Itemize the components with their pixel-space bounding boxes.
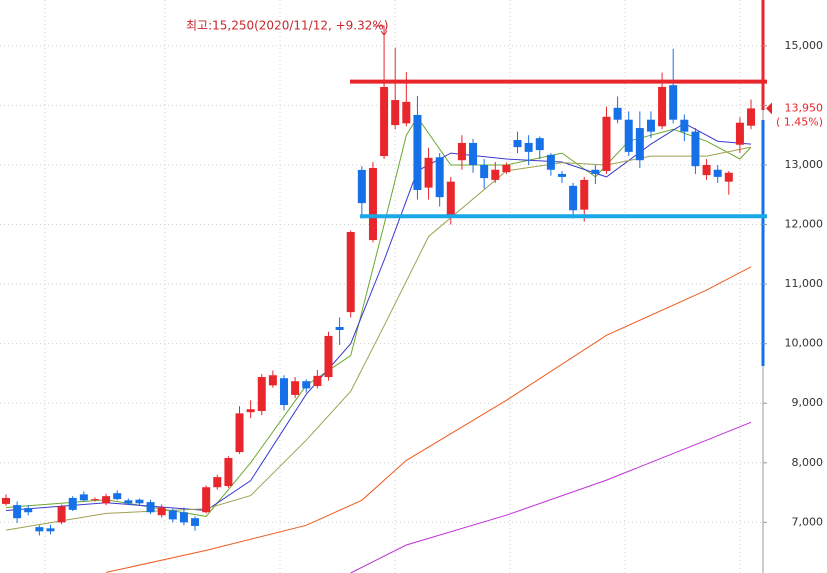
candle-body (446, 181, 455, 216)
candle-body (324, 335, 333, 378)
candle-body (702, 164, 711, 176)
candle-body (2, 497, 10, 504)
candle-body (480, 164, 489, 179)
price-marker (766, 102, 772, 115)
candle-body (35, 527, 44, 532)
candle-body (57, 506, 66, 523)
candle-body (79, 494, 88, 501)
candle-body (391, 100, 400, 126)
y-tick-label: 8,000 (792, 456, 824, 469)
candle-body (558, 173, 566, 177)
y-tick-label: 7,000 (792, 515, 824, 528)
candle-body (435, 157, 444, 198)
candle-body (502, 164, 511, 173)
candle-body (246, 409, 255, 413)
candle-body (368, 167, 377, 241)
candle-body (524, 142, 533, 152)
candle-body (335, 327, 344, 330)
candle-body (191, 518, 200, 526)
candle-body (569, 185, 578, 211)
candle-body (179, 512, 188, 523)
high-annotation: 최고:15,250(2020/11/12, +9.32%) (186, 19, 388, 33)
candle-body (146, 502, 155, 513)
candle-body (413, 114, 422, 191)
candle-body (13, 505, 22, 519)
candle-body (713, 169, 722, 177)
candle-body (635, 128, 644, 161)
candle-body (157, 507, 166, 516)
candle-body (602, 116, 611, 171)
candle-body (224, 458, 233, 487)
candle-body (168, 510, 177, 520)
candle-body (202, 487, 211, 513)
candle-body (669, 85, 678, 120)
y-tick-label: 15,000 (785, 39, 824, 52)
candle-body (646, 119, 655, 132)
y-tick-label: 10,000 (785, 337, 824, 350)
candle-body (346, 231, 355, 313)
candle-body (402, 101, 411, 124)
candle-body (735, 122, 744, 145)
candle-body (280, 378, 288, 406)
candle-body (124, 500, 133, 504)
candle-body (658, 86, 667, 127)
moving-average-line (5, 122, 752, 512)
candle-body (24, 508, 33, 513)
candle-body (613, 107, 622, 120)
candle-body (257, 377, 266, 411)
candle-body (491, 169, 500, 180)
moving-average-line (105, 266, 752, 573)
candle-body (624, 119, 633, 152)
candle-body (102, 496, 111, 504)
candle-body (724, 172, 733, 182)
candle-body (68, 497, 77, 510)
candle-body (268, 375, 277, 386)
candle-body (302, 381, 311, 389)
candle-body (90, 499, 99, 501)
last-price: 13,950 (785, 101, 824, 114)
candle-body (424, 157, 433, 188)
candle-body (591, 169, 600, 174)
candle-body (691, 131, 700, 167)
y-tick-label: 13,000 (785, 158, 824, 171)
candle-body (457, 142, 466, 161)
candle-body (513, 139, 522, 148)
candle-body (469, 142, 478, 165)
y-tick-label: 12,000 (785, 218, 824, 231)
moving-average-line (5, 116, 752, 517)
moving-average-line (350, 421, 752, 573)
candle-body (46, 528, 55, 532)
change-rate: ( 1.45%) (776, 115, 823, 128)
candle-body (235, 413, 244, 453)
candle-body (546, 154, 555, 170)
candle-body (313, 375, 322, 386)
candle-body (113, 493, 122, 500)
y-tick-label: 9,000 (792, 396, 824, 409)
candle-body (747, 108, 756, 126)
candle-body (680, 119, 689, 132)
candle-body (535, 138, 544, 151)
candle-body (357, 169, 366, 204)
candle-body (291, 381, 300, 395)
y-tick-label: 11,000 (785, 277, 824, 290)
candle-body (135, 499, 144, 504)
candle-body (380, 86, 389, 157)
price-box (776, 100, 826, 131)
candle-body (213, 477, 222, 488)
candle-body (580, 179, 589, 210)
